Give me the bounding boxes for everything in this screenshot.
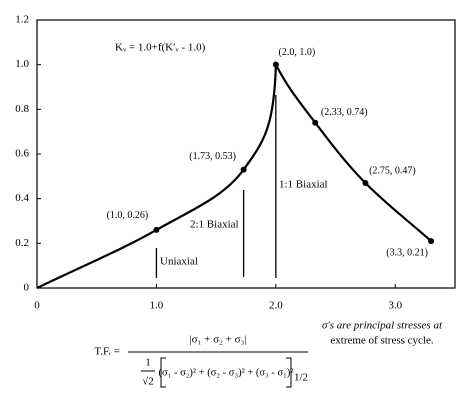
x-tick-label: 3.0	[388, 300, 402, 312]
annotation: Uniaxial	[160, 256, 198, 268]
x-tick-label: 1.0	[150, 300, 164, 312]
data-point	[153, 226, 160, 233]
annotation: 1:1 Biaxial	[279, 179, 328, 191]
note-line: σ's are principal stresses at	[322, 320, 443, 332]
x-tick-label: 0	[34, 300, 40, 312]
note-line: extreme of stress cycle.	[330, 335, 433, 347]
data-point	[240, 166, 247, 173]
data-point	[312, 119, 319, 126]
x-tick-label: 2.0	[269, 300, 283, 312]
equation-denominator: (σ₁ - σ₂)² + (σ₂ - σ₃)² + (σ₃ - σ₁)²	[159, 367, 294, 378]
coef-denominator: √2	[142, 376, 154, 388]
data-label: (2.75, 0.47)	[369, 165, 416, 176]
y-tick-label: 0	[24, 282, 30, 294]
equation-exponent: 1/2	[294, 372, 308, 384]
data-point	[272, 61, 279, 68]
y-tick-label: 0.4	[15, 192, 29, 204]
data-point	[362, 180, 369, 187]
formula: Kᵥ = 1.0+f(K′ᵥ - 1.0)	[115, 42, 206, 54]
data-label: (2.0, 1.0)	[279, 47, 316, 58]
coef-numerator: 1	[145, 357, 151, 369]
data-label: (3.3, 0.21)	[386, 247, 428, 258]
annotation: 2:1 Biaxial	[190, 219, 239, 231]
data-label: (2.33, 0.74)	[321, 107, 368, 118]
equation-lhs: T.F. =	[94, 346, 120, 358]
data-point	[428, 238, 435, 245]
y-tick-label: 0.8	[15, 103, 29, 115]
y-tick-label: 0.6	[15, 148, 29, 160]
bracket	[160, 357, 292, 388]
y-tick-label: 1.0	[15, 58, 29, 70]
data-label: (1.0, 0.26)	[107, 210, 149, 221]
data-label: (1.73, 0.53)	[189, 151, 236, 162]
y-tick-label: 1.2	[15, 14, 29, 26]
equation-numerator: |σ₁ + σ₂ + σ₃|	[189, 334, 246, 346]
y-tick-label: 0.2	[15, 237, 29, 249]
